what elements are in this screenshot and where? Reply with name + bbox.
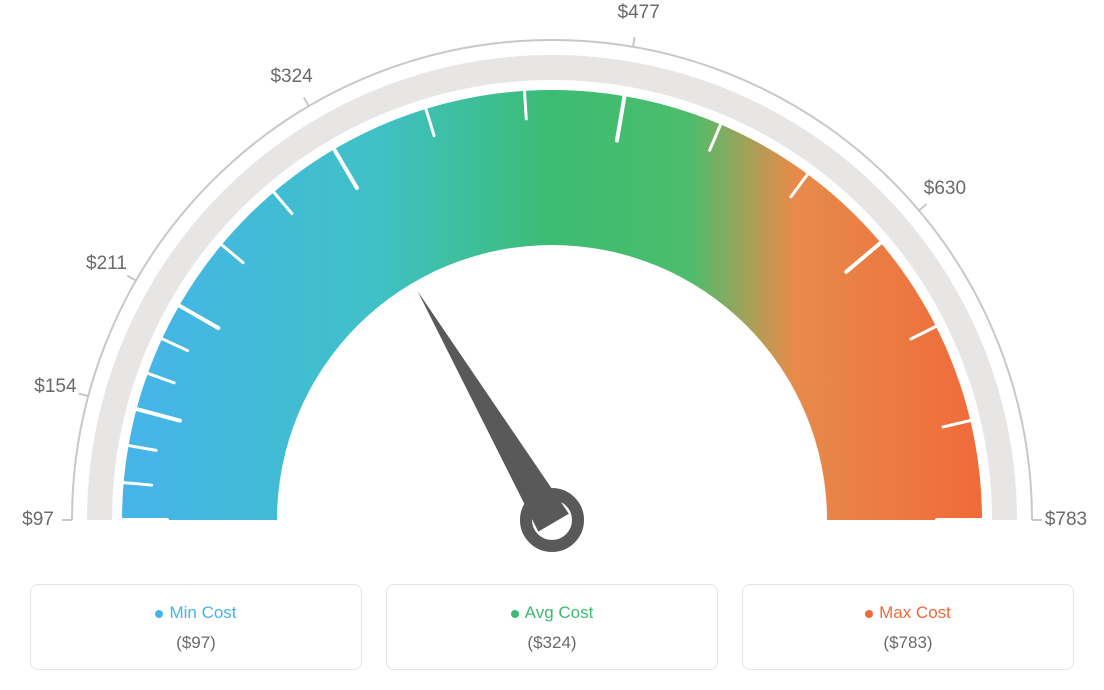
legend-title-max: Max Cost bbox=[753, 603, 1063, 623]
tick-label: $477 bbox=[618, 2, 660, 24]
legend-value-max: ($783) bbox=[753, 633, 1063, 653]
legend-card-max: Max Cost ($783) bbox=[742, 584, 1074, 670]
legend-title-min-text: Min Cost bbox=[169, 603, 236, 622]
gauge-svg bbox=[0, 0, 1104, 570]
tick-label: $97 bbox=[22, 509, 54, 531]
legend-title-avg-text: Avg Cost bbox=[525, 603, 594, 622]
dot-avg bbox=[511, 610, 519, 618]
tick-label: $783 bbox=[1045, 509, 1087, 531]
legend-value-min: ($97) bbox=[41, 633, 351, 653]
legend-title-min: Min Cost bbox=[41, 603, 351, 623]
tick-label: $211 bbox=[86, 253, 127, 275]
dot-min bbox=[155, 610, 163, 618]
legend-row: Min Cost ($97) Avg Cost ($324) Max Cost … bbox=[0, 584, 1104, 670]
legend-title-avg: Avg Cost bbox=[397, 603, 707, 623]
tick-label: $324 bbox=[270, 66, 312, 88]
dot-max bbox=[865, 610, 873, 618]
legend-title-max-text: Max Cost bbox=[879, 603, 951, 622]
cost-gauge: $97 $154 $211 $324 $477 $630 $783 bbox=[0, 0, 1104, 570]
legend-card-min: Min Cost ($97) bbox=[30, 584, 362, 670]
legend-value-avg: ($324) bbox=[397, 633, 707, 653]
tick-label: $154 bbox=[34, 376, 76, 398]
tick-label: $630 bbox=[924, 178, 966, 200]
legend-card-avg: Avg Cost ($324) bbox=[386, 584, 718, 670]
